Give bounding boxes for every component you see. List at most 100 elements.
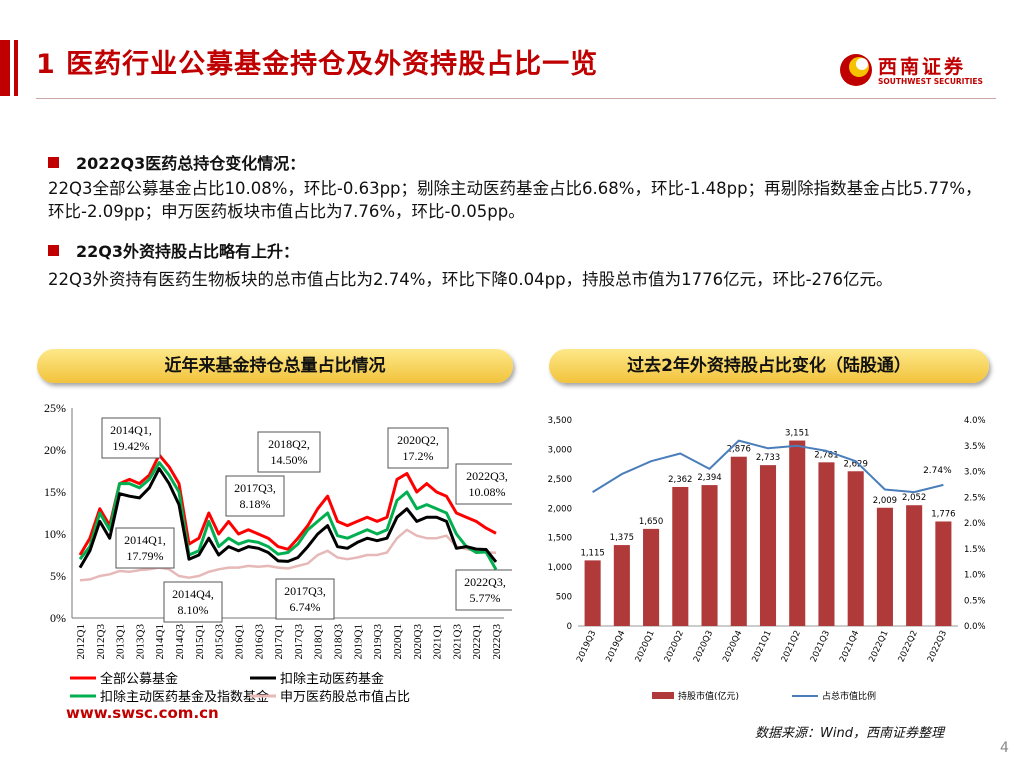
fund-holdings-line-chart: 0% 5% 10% 15% 20% 25% 2012Q1 2012Q3 2013Q1 2013Q3… bbox=[44, 401, 512, 722]
y-tick-label: 0% bbox=[50, 611, 66, 625]
x-tick-label: 2016Q1 bbox=[233, 624, 245, 659]
y-right-tick-label: 3.0% bbox=[964, 468, 986, 478]
x-tick-label: 2020Q2 bbox=[663, 629, 686, 664]
x-tick-label: 2022Q1 bbox=[471, 624, 483, 659]
y-right-tick-label: 4.0% bbox=[964, 416, 986, 426]
bar-value-label: 2,781 bbox=[814, 450, 838, 460]
x-tick-label: 2020Q1 bbox=[633, 629, 656, 664]
x-tick-label: 2015Q3 bbox=[214, 624, 226, 660]
y-left-tick-label: 0 bbox=[567, 622, 572, 632]
annotation-box bbox=[257, 431, 321, 473]
x-tick-label: 2014Q3 bbox=[174, 624, 186, 660]
annotation-label: 2014Q4, 8.10% bbox=[172, 587, 214, 617]
bar-value-label: 2,876 bbox=[727, 445, 751, 455]
x-tick-label: 2020Q3 bbox=[412, 624, 424, 660]
y-tick-label: 15% bbox=[44, 485, 66, 499]
y-left-tick-label: 1,000 bbox=[548, 563, 572, 573]
annotation-box bbox=[115, 527, 175, 569]
bar-2020Q1 bbox=[643, 528, 660, 626]
x-tick-label: 2019Q1 bbox=[352, 624, 364, 659]
annotation-label: 2017Q3, 6.74% bbox=[284, 584, 326, 614]
annotation-label: 2014Q1, 17.79% bbox=[124, 533, 166, 563]
x-tick-label: 2022Q3 bbox=[926, 629, 949, 664]
bar-2019Q4 bbox=[613, 545, 630, 626]
y-left-tick-label: 2,500 bbox=[548, 475, 572, 485]
y-tick-label: 10% bbox=[44, 527, 66, 541]
x-tick-label: 2013Q1 bbox=[115, 624, 127, 659]
annotation-box bbox=[455, 463, 512, 505]
section-heading-foreign-text: 22Q3外资持股占比略有上升： bbox=[76, 242, 300, 261]
y-tick-label: 25% bbox=[44, 401, 66, 415]
annotation-label: 2018Q2, 14.50% bbox=[268, 437, 310, 467]
legend-label-2: 扣除主动医药基金 bbox=[280, 671, 384, 687]
x-tick-label: 2021Q2 bbox=[780, 629, 803, 664]
watermark-url: www.swsc.com.cn bbox=[66, 704, 219, 722]
company-logo: 西南证券 SOUTHWEST SECURITIES bbox=[838, 50, 988, 90]
header-accent-bar bbox=[0, 40, 10, 96]
x-tick-label: 2022Q2 bbox=[897, 629, 920, 664]
bar-value-label: 2,629 bbox=[844, 459, 868, 469]
left-chart-title: 近年来基金持仓总量占比情况 bbox=[37, 349, 513, 383]
x-tick-label: 2020Q4 bbox=[721, 629, 744, 664]
x-tick-label: 2019Q3 bbox=[575, 629, 598, 664]
bar-2022Q1 bbox=[876, 507, 893, 626]
y-left-tick-label: 3,500 bbox=[548, 416, 572, 426]
annotation-box bbox=[225, 475, 285, 517]
bar-value-label: 2,362 bbox=[668, 475, 692, 485]
y-left-tick-label: 2,000 bbox=[548, 504, 572, 514]
logo-text-cn: 西南证券 bbox=[878, 56, 967, 78]
x-tick-label: 2022Q3 bbox=[491, 624, 503, 660]
bar-value-label: 1,650 bbox=[639, 517, 663, 527]
legend-label-3: 扣除主动医药基金及指数基金 bbox=[100, 689, 269, 705]
series-line-4 bbox=[79, 528, 497, 582]
ratio-line bbox=[592, 439, 944, 494]
bar-2021Q4 bbox=[847, 471, 864, 626]
bar-value-label: 2,733 bbox=[756, 453, 780, 463]
bar-2019Q3 bbox=[584, 560, 601, 626]
bar-value-label: 1,375 bbox=[610, 533, 634, 543]
section-text-foreign: 22Q3外资持有医药生物板块的总市值占比为2.74%，环比下降0.04pp，持股… bbox=[48, 270, 893, 289]
x-tick-label: 2018Q1 bbox=[313, 624, 325, 659]
annotation-box bbox=[163, 581, 223, 623]
x-tick-label: 2018Q3 bbox=[333, 624, 345, 660]
bar-value-label: 2,394 bbox=[697, 473, 721, 483]
bar-2021Q3 bbox=[818, 462, 835, 626]
legend-line-label: 占总市值比例 bbox=[822, 690, 876, 702]
annotation-box bbox=[275, 578, 335, 620]
y-right-tick-label: 1.0% bbox=[964, 571, 986, 581]
ratio-last-label: 2.74% bbox=[923, 466, 952, 476]
section-heading-foreign: 22Q3外资持股占比略有上升： bbox=[48, 238, 299, 262]
x-tick-label: 2021Q3 bbox=[451, 624, 463, 660]
x-tick-label: 2012Q1 bbox=[75, 624, 87, 659]
series-line-3 bbox=[78, 461, 498, 571]
legend-label-4: 申万医药股总市值占比 bbox=[280, 689, 410, 705]
section-heading-holdings: 2022Q3医药总持仓变化情况： bbox=[48, 150, 305, 174]
annotation-label: 2022Q3, 10.08% bbox=[466, 469, 508, 499]
bar-2020Q4 bbox=[730, 456, 747, 626]
annotation-box bbox=[101, 417, 161, 459]
bar-value-label: 2,009 bbox=[873, 496, 897, 506]
right-chart-title: 过去2年外资持股占比变化（陆股通） bbox=[549, 349, 989, 383]
x-tick-label: 2021Q1 bbox=[750, 629, 773, 664]
series-line-1 bbox=[78, 453, 497, 556]
x-tick-label: 2019Q4 bbox=[604, 629, 627, 664]
header-accent-bar-thin bbox=[14, 40, 18, 96]
y-left-tick-label: 500 bbox=[556, 593, 572, 603]
annotation-box bbox=[387, 427, 449, 469]
bar-value-label: 1,115 bbox=[580, 548, 604, 558]
x-tick-label: 2021Q1 bbox=[432, 624, 444, 659]
x-tick-label: 2013Q3 bbox=[134, 624, 146, 660]
bar-2021Q2 bbox=[789, 440, 806, 626]
y-left-tick-label: 1,500 bbox=[548, 534, 572, 544]
y-right-tick-label: 3.5% bbox=[964, 442, 986, 452]
bar-value-label: 3,151 bbox=[785, 429, 809, 439]
logo-text-en: SOUTHWEST SECURITIES bbox=[878, 77, 983, 86]
page-number: 4 bbox=[1000, 740, 1009, 756]
section-heading-holdings-text: 2022Q3医药总持仓变化情况： bbox=[76, 154, 306, 173]
x-tick-label: 2020Q3 bbox=[692, 629, 715, 664]
header-divider bbox=[36, 98, 996, 99]
bullet-square-icon bbox=[48, 157, 59, 168]
series-line-2 bbox=[78, 467, 498, 569]
y-right-tick-label: 2.5% bbox=[964, 493, 986, 503]
x-tick-label: 2016Q3 bbox=[253, 624, 265, 660]
